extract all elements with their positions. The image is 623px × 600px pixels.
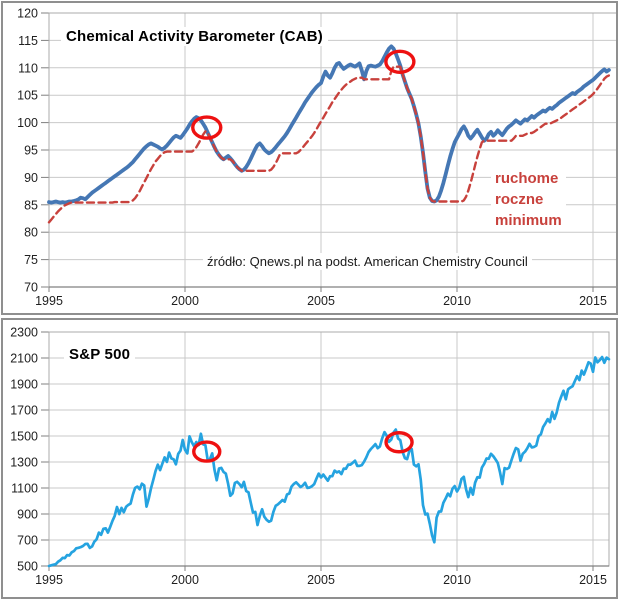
svg-text:500: 500 <box>17 560 38 574</box>
svg-text:85: 85 <box>24 198 38 212</box>
sp500-chart-title: S&P 500 <box>64 345 136 364</box>
svg-text:1100: 1100 <box>11 482 38 496</box>
svg-text:1995: 1995 <box>35 573 63 587</box>
sp500-chart-panel: 2300 2100 1900 1700 1500 1300 1100 900 700 500 199… <box>1 318 618 599</box>
svg-text:100: 100 <box>17 116 38 130</box>
svg-text:2000: 2000 <box>171 294 199 308</box>
svg-text:70: 70 <box>24 281 38 295</box>
source-note: źródło: Qnews.pl na podst. American Chem… <box>203 253 532 270</box>
svg-text:105: 105 <box>17 89 38 103</box>
svg-text:2005: 2005 <box>307 573 335 587</box>
svg-text:2300: 2300 <box>10 326 38 340</box>
svg-text:900: 900 <box>17 508 38 522</box>
svg-text:1995: 1995 <box>35 294 63 308</box>
svg-text:110: 110 <box>18 61 38 75</box>
svg-text:95: 95 <box>24 144 38 158</box>
svg-text:2010: 2010 <box>443 573 471 587</box>
svg-text:1500: 1500 <box>10 430 38 444</box>
svg-text:120: 120 <box>17 7 38 21</box>
svg-text:2015: 2015 <box>579 573 607 587</box>
svg-text:115: 115 <box>18 34 38 48</box>
svg-text:1700: 1700 <box>10 404 38 418</box>
svg-text:75: 75 <box>24 253 38 267</box>
svg-text:1300: 1300 <box>10 456 38 470</box>
svg-text:2010: 2010 <box>443 294 471 308</box>
svg-text:80: 80 <box>24 226 38 240</box>
svg-text:2100: 2100 <box>10 352 38 366</box>
svg-text:1900: 1900 <box>10 378 38 392</box>
rolling-annual-minimum-label: ruchome roczne minimum <box>491 168 566 231</box>
svg-text:700: 700 <box>17 534 38 548</box>
sp500-chart-svg: 2300 2100 1900 1700 1500 1300 1100 900 700 500199… <box>10 326 611 587</box>
cab-chart-title: Chemical Activity Barometer (CAB) <box>61 27 328 46</box>
svg-text:2000: 2000 <box>171 573 199 587</box>
svg-text:2015: 2015 <box>579 294 607 308</box>
svg-text:2005: 2005 <box>307 294 335 308</box>
cab-chart-panel: 120 115 110 105 100 95 90 85 80 75 70 1995 2000 2005 2… <box>1 1 618 315</box>
svg-text:90: 90 <box>24 171 38 185</box>
